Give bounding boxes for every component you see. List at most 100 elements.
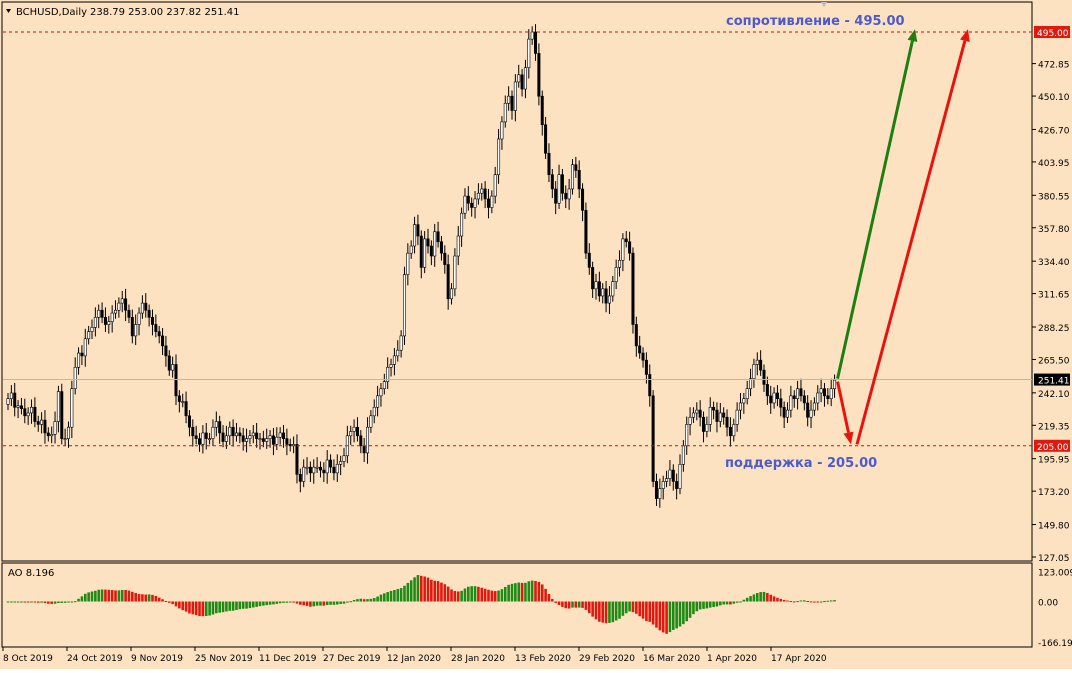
candle-body [446, 264, 450, 300]
ao-bar [332, 601, 336, 605]
time-tick-label: 12 Jan 2020 [387, 654, 441, 664]
ao-bar [567, 601, 571, 609]
ao-bar [167, 601, 171, 603]
candle-body [678, 464, 682, 489]
price-axis[interactable]: 127.05 149.80 173.20 195.95 219.35 242.10 265.… [1032, 61, 1070, 564]
ao-bar [369, 598, 373, 602]
candles-layer [6, 24, 837, 508]
bearish-arrow-head [843, 431, 854, 445]
candle-body [117, 302, 121, 311]
ao-bar [561, 601, 564, 607]
level-price-badge [1034, 26, 1070, 38]
ao-bar [235, 601, 238, 611]
ao-bar [779, 598, 783, 602]
candle-body [490, 195, 494, 208]
candle-body [426, 238, 430, 247]
price-tick-label: 403.95 [1038, 159, 1070, 169]
candle-body [614, 267, 618, 282]
ao-bar [682, 601, 685, 625]
ao-bar [618, 601, 621, 619]
candle-body [251, 432, 255, 437]
candle-body [413, 224, 417, 247]
candle-body [127, 309, 131, 318]
candle-body [544, 124, 548, 154]
time-tick-label: 8 Oct 2019 [3, 654, 53, 664]
candle-body [587, 252, 591, 268]
candle-body [382, 381, 386, 390]
ao-bar [312, 601, 316, 607]
ao-bar [30, 601, 33, 603]
ao-bar [433, 580, 437, 602]
time-axis[interactable]: 8 Oct 2019 24 Oct 2019 9 Nov 2019 25 Nov 20… [2, 647, 827, 664]
price-tick-label: 173.20 [1038, 488, 1070, 498]
candle-body [517, 74, 521, 83]
ao-bar [648, 601, 652, 622]
ao-bar [759, 592, 762, 602]
candle-body [285, 438, 289, 445]
candle-body [460, 212, 464, 237]
ao-bar [366, 599, 369, 602]
ao-bar [231, 601, 235, 611]
candle-body [833, 379, 837, 390]
bullish-arrow [836, 40, 914, 380]
ao-bar [530, 580, 534, 602]
candle-body [194, 435, 198, 439]
current-price-label: 251.41 [1038, 377, 1070, 387]
ao-bar [63, 601, 67, 603]
candle-body [16, 405, 20, 408]
ao-tick-label: 123.009 [1038, 568, 1072, 578]
candle-body [312, 466, 316, 474]
candle-body [191, 426, 195, 437]
ao-bar [20, 601, 23, 603]
ao-bar [325, 601, 329, 606]
candle-body [450, 288, 454, 300]
candle-body [433, 231, 437, 257]
ao-bar [823, 601, 826, 603]
ao-bar [6, 601, 10, 603]
ao-bar [729, 601, 732, 605]
ao-bar [134, 592, 137, 602]
candle-body [685, 424, 689, 447]
candle-body [507, 95, 511, 104]
candle-body [389, 364, 393, 368]
candle-body [399, 335, 403, 351]
ao-bar [792, 601, 796, 603]
price-tick-label: 149.80 [1038, 522, 1070, 532]
candle-body [789, 395, 793, 411]
candle-body [782, 406, 786, 418]
ao-bar [500, 589, 504, 602]
ao-bar [702, 601, 705, 609]
candle-body [238, 432, 242, 437]
ao-bar [598, 601, 601, 622]
candle-body [53, 421, 57, 435]
ao-bar [608, 601, 611, 623]
candle-body [574, 164, 578, 171]
ao-bar [275, 601, 279, 604]
ao-bar [503, 586, 507, 602]
candle-body [738, 402, 742, 411]
ao-bar [258, 601, 262, 607]
candle-body [379, 388, 383, 397]
level-price-label: 205.00 [1037, 443, 1069, 453]
candle-body [762, 369, 766, 385]
price-tick-label: 334.40 [1038, 258, 1070, 268]
candle-body [245, 438, 249, 442]
ao-bar [245, 601, 248, 609]
ao-bar [514, 583, 517, 602]
ao-bar [248, 601, 252, 609]
candle-body [362, 445, 366, 454]
resistance-annotation: сопротивление - 495.00 [726, 14, 905, 29]
triangle-down-icon[interactable] [6, 9, 11, 13]
ao-title: AO 8.196 [8, 568, 54, 579]
candle-body [809, 409, 813, 418]
candle-body [486, 198, 490, 208]
candle-body [234, 432, 238, 437]
candle-body [349, 431, 353, 437]
ao-bar [708, 601, 712, 608]
candle-body [601, 288, 605, 297]
ao-bar [288, 601, 292, 603]
ao-bar [305, 601, 309, 606]
ao-bar [678, 601, 682, 627]
